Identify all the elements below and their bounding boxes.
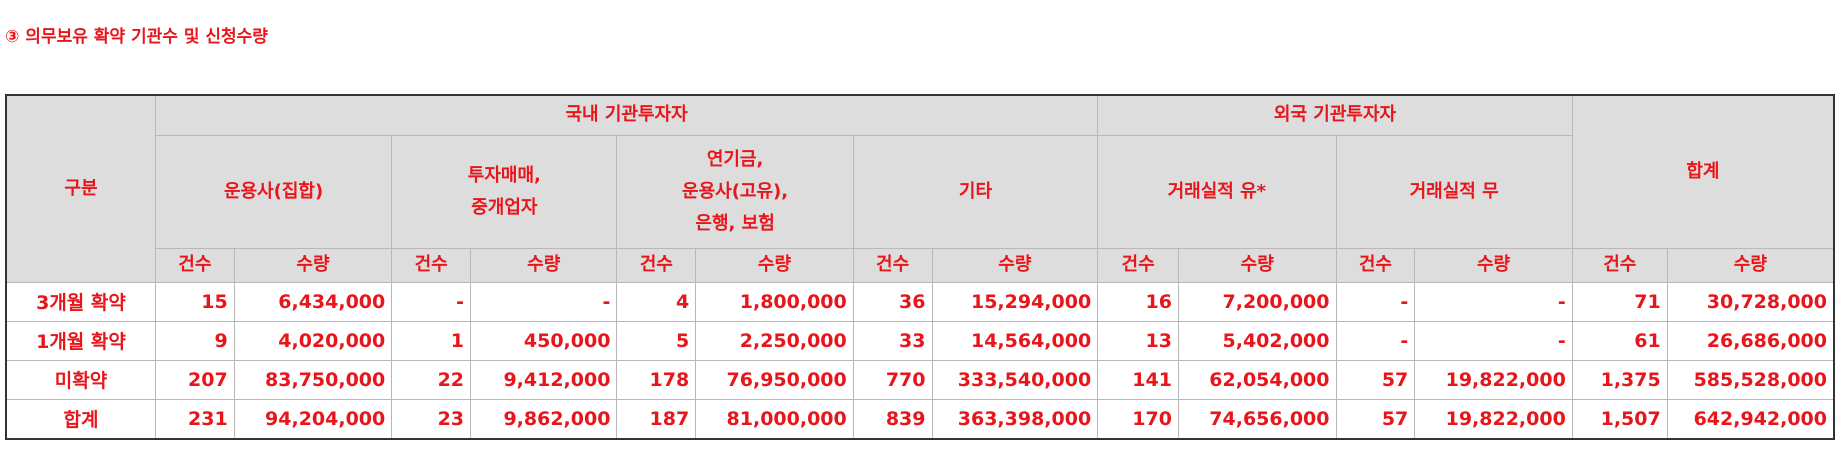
cell: -: [470, 281, 618, 322]
cell: 15,294,000: [931, 281, 1099, 322]
cell: 26,686,000: [1666, 320, 1835, 361]
cell: 62,054,000: [1177, 359, 1337, 400]
cell: 83,750,000: [233, 359, 393, 400]
cell: 81,000,000: [695, 398, 854, 439]
header-count: 건수: [852, 247, 933, 283]
cell: 6,434,000: [233, 281, 393, 322]
cell: 9,412,000: [470, 359, 618, 400]
cell: 30,728,000: [1666, 281, 1835, 322]
cell: 22: [391, 359, 472, 400]
cell: 1,375: [1571, 359, 1668, 400]
header-quantity: 수량: [1414, 247, 1573, 283]
cell: 207: [154, 359, 235, 400]
cell: 76,950,000: [695, 359, 854, 400]
header-count: 건수: [391, 247, 472, 283]
cell: 5: [616, 320, 697, 361]
cell: 19,822,000: [1414, 359, 1573, 400]
header-quantity: 수량: [233, 247, 393, 283]
cell: 231: [154, 398, 235, 439]
cell: -: [1335, 320, 1416, 361]
cell: 2,250,000: [695, 320, 854, 361]
table-row: 미확약 207 83,750,000 22 9,412,000 178 76,9…: [5, 359, 1835, 400]
cell: 57: [1335, 359, 1416, 400]
cell: 333,540,000: [931, 359, 1099, 400]
cell: 178: [616, 359, 697, 400]
header-total: 합계: [1571, 94, 1835, 249]
cell: 1,507: [1571, 398, 1668, 439]
cell: 4,020,000: [233, 320, 393, 361]
header-quantity: 수량: [695, 247, 854, 283]
header-track-no: 거래실적 무: [1335, 134, 1573, 249]
cell: 141: [1097, 359, 1179, 400]
cell: 7,200,000: [1177, 281, 1337, 322]
header-track-yes: 거래실적 유*: [1097, 134, 1337, 249]
row-label: 미확약: [5, 359, 156, 400]
cell: 9: [154, 320, 235, 361]
cell: 1,800,000: [695, 281, 854, 322]
header-quantity: 수량: [931, 247, 1099, 283]
cell: 16: [1097, 281, 1179, 322]
cell: 94,204,000: [233, 398, 393, 439]
header-quantity: 수량: [1177, 247, 1337, 283]
cell: 61: [1571, 320, 1668, 361]
cell: 14,564,000: [931, 320, 1099, 361]
cell: 74,656,000: [1177, 398, 1337, 439]
row-label: 합계: [5, 398, 156, 439]
cell: 9,862,000: [470, 398, 618, 439]
header-pension: 연기금, 운용사(고유), 은행, 보험: [616, 134, 854, 249]
header-pension-line3: 은행, 보험: [695, 212, 775, 234]
header-count: 건수: [154, 247, 235, 283]
header-quantity: 수량: [1666, 247, 1835, 283]
header-count: 건수: [1097, 247, 1179, 283]
cell: -: [1414, 281, 1573, 322]
cell: 770: [852, 359, 933, 400]
row-label: 1개월 확약: [5, 320, 156, 361]
cell: 170: [1097, 398, 1179, 439]
cell: -: [391, 281, 472, 322]
cell: 642,942,000: [1666, 398, 1835, 439]
cell: 363,398,000: [931, 398, 1099, 439]
cell: 33: [852, 320, 933, 361]
header-other: 기타: [852, 134, 1099, 249]
header-asset-mgmt: 운용사(집합): [154, 134, 393, 249]
cell: -: [1414, 320, 1573, 361]
cell: 71: [1571, 281, 1668, 322]
cell: 4: [616, 281, 697, 322]
header-count: 건수: [1571, 247, 1668, 283]
cell: 36: [852, 281, 933, 322]
cell: 23: [391, 398, 472, 439]
header-pension-line1: 연기금,: [706, 148, 764, 170]
header-count: 건수: [616, 247, 697, 283]
row-label: 3개월 확약: [5, 281, 156, 322]
cell: 15: [154, 281, 235, 322]
header-count: 건수: [1335, 247, 1416, 283]
header-securities-line1: 투자매매,: [467, 164, 541, 186]
header-category: 구분: [5, 94, 156, 283]
cell: 585,528,000: [1666, 359, 1835, 400]
header-quantity: 수량: [470, 247, 618, 283]
section-title: ③ 의무보유 확약 기관수 및 신청수량: [5, 27, 268, 47]
cell: 57: [1335, 398, 1416, 439]
header-foreign: 외국 기관투자자: [1097, 94, 1573, 136]
cell: 839: [852, 398, 933, 439]
header-domestic: 국내 기관투자자: [154, 94, 1099, 136]
cell: 187: [616, 398, 697, 439]
cell: 1: [391, 320, 472, 361]
header-securities-line2: 중개업자: [471, 196, 538, 218]
cell: 13: [1097, 320, 1179, 361]
cell: 19,822,000: [1414, 398, 1573, 439]
table-row: 3개월 확약 15 6,434,000 - - 4 1,800,000 36 1…: [5, 281, 1835, 322]
table-row: 1개월 확약 9 4,020,000 1 450,000 5 2,250,000…: [5, 320, 1835, 361]
cell: -: [1335, 281, 1416, 322]
cell: 5,402,000: [1177, 320, 1337, 361]
cell: 450,000: [470, 320, 618, 361]
header-securities: 투자매매, 중개업자: [391, 134, 618, 249]
table-row: 합계 231 94,204,000 23 9,862,000 187 81,00…: [5, 398, 1835, 439]
lockup-table: 구분 국내 기관투자자 외국 기관투자자 합계 운용사(집합) 투자매매, 중개…: [5, 94, 1835, 440]
header-pension-line2: 운용사(고유),: [682, 180, 789, 202]
